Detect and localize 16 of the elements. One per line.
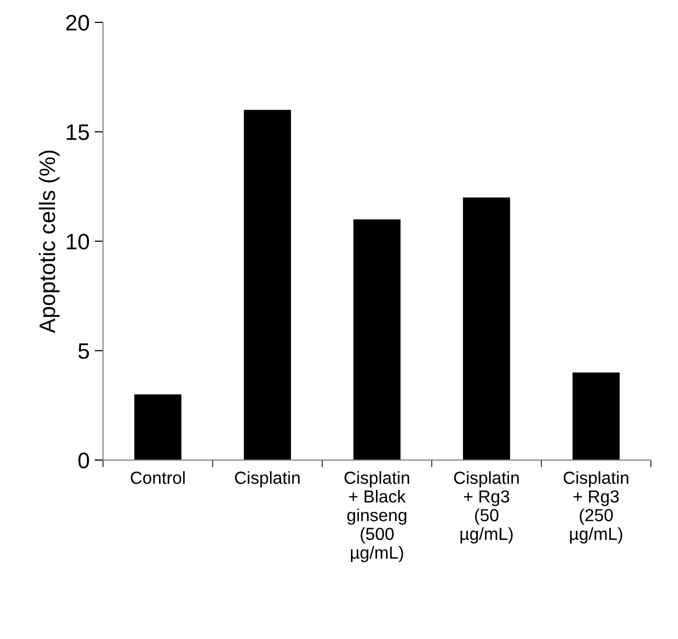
y-tick-label: 5 [78,343,89,359]
y-tick-label: 0 [78,452,89,468]
x-tick-label: Cisplatin [234,471,300,488]
bar [462,197,510,460]
x-tick-label: Control [130,471,185,484]
bar [134,394,182,460]
bar [244,110,291,460]
bar [572,372,620,460]
y-tick-label: 20 [66,14,89,31]
x-tick-label: Cisplatin + Black ginseng (500 µg/mL) [344,471,410,562]
x-tick-label: Cisplatin + Rg3 (250 µg/mL) [564,471,628,544]
y-tick-label: 15 [66,124,89,140]
bar [353,219,401,460]
y-tick-label: 10 [66,234,89,250]
x-tick-label: Cisplatin + Rg3 (50 µg/mL) [454,471,519,544]
y-axis-title: Apoptotic cells (%) [38,150,60,334]
